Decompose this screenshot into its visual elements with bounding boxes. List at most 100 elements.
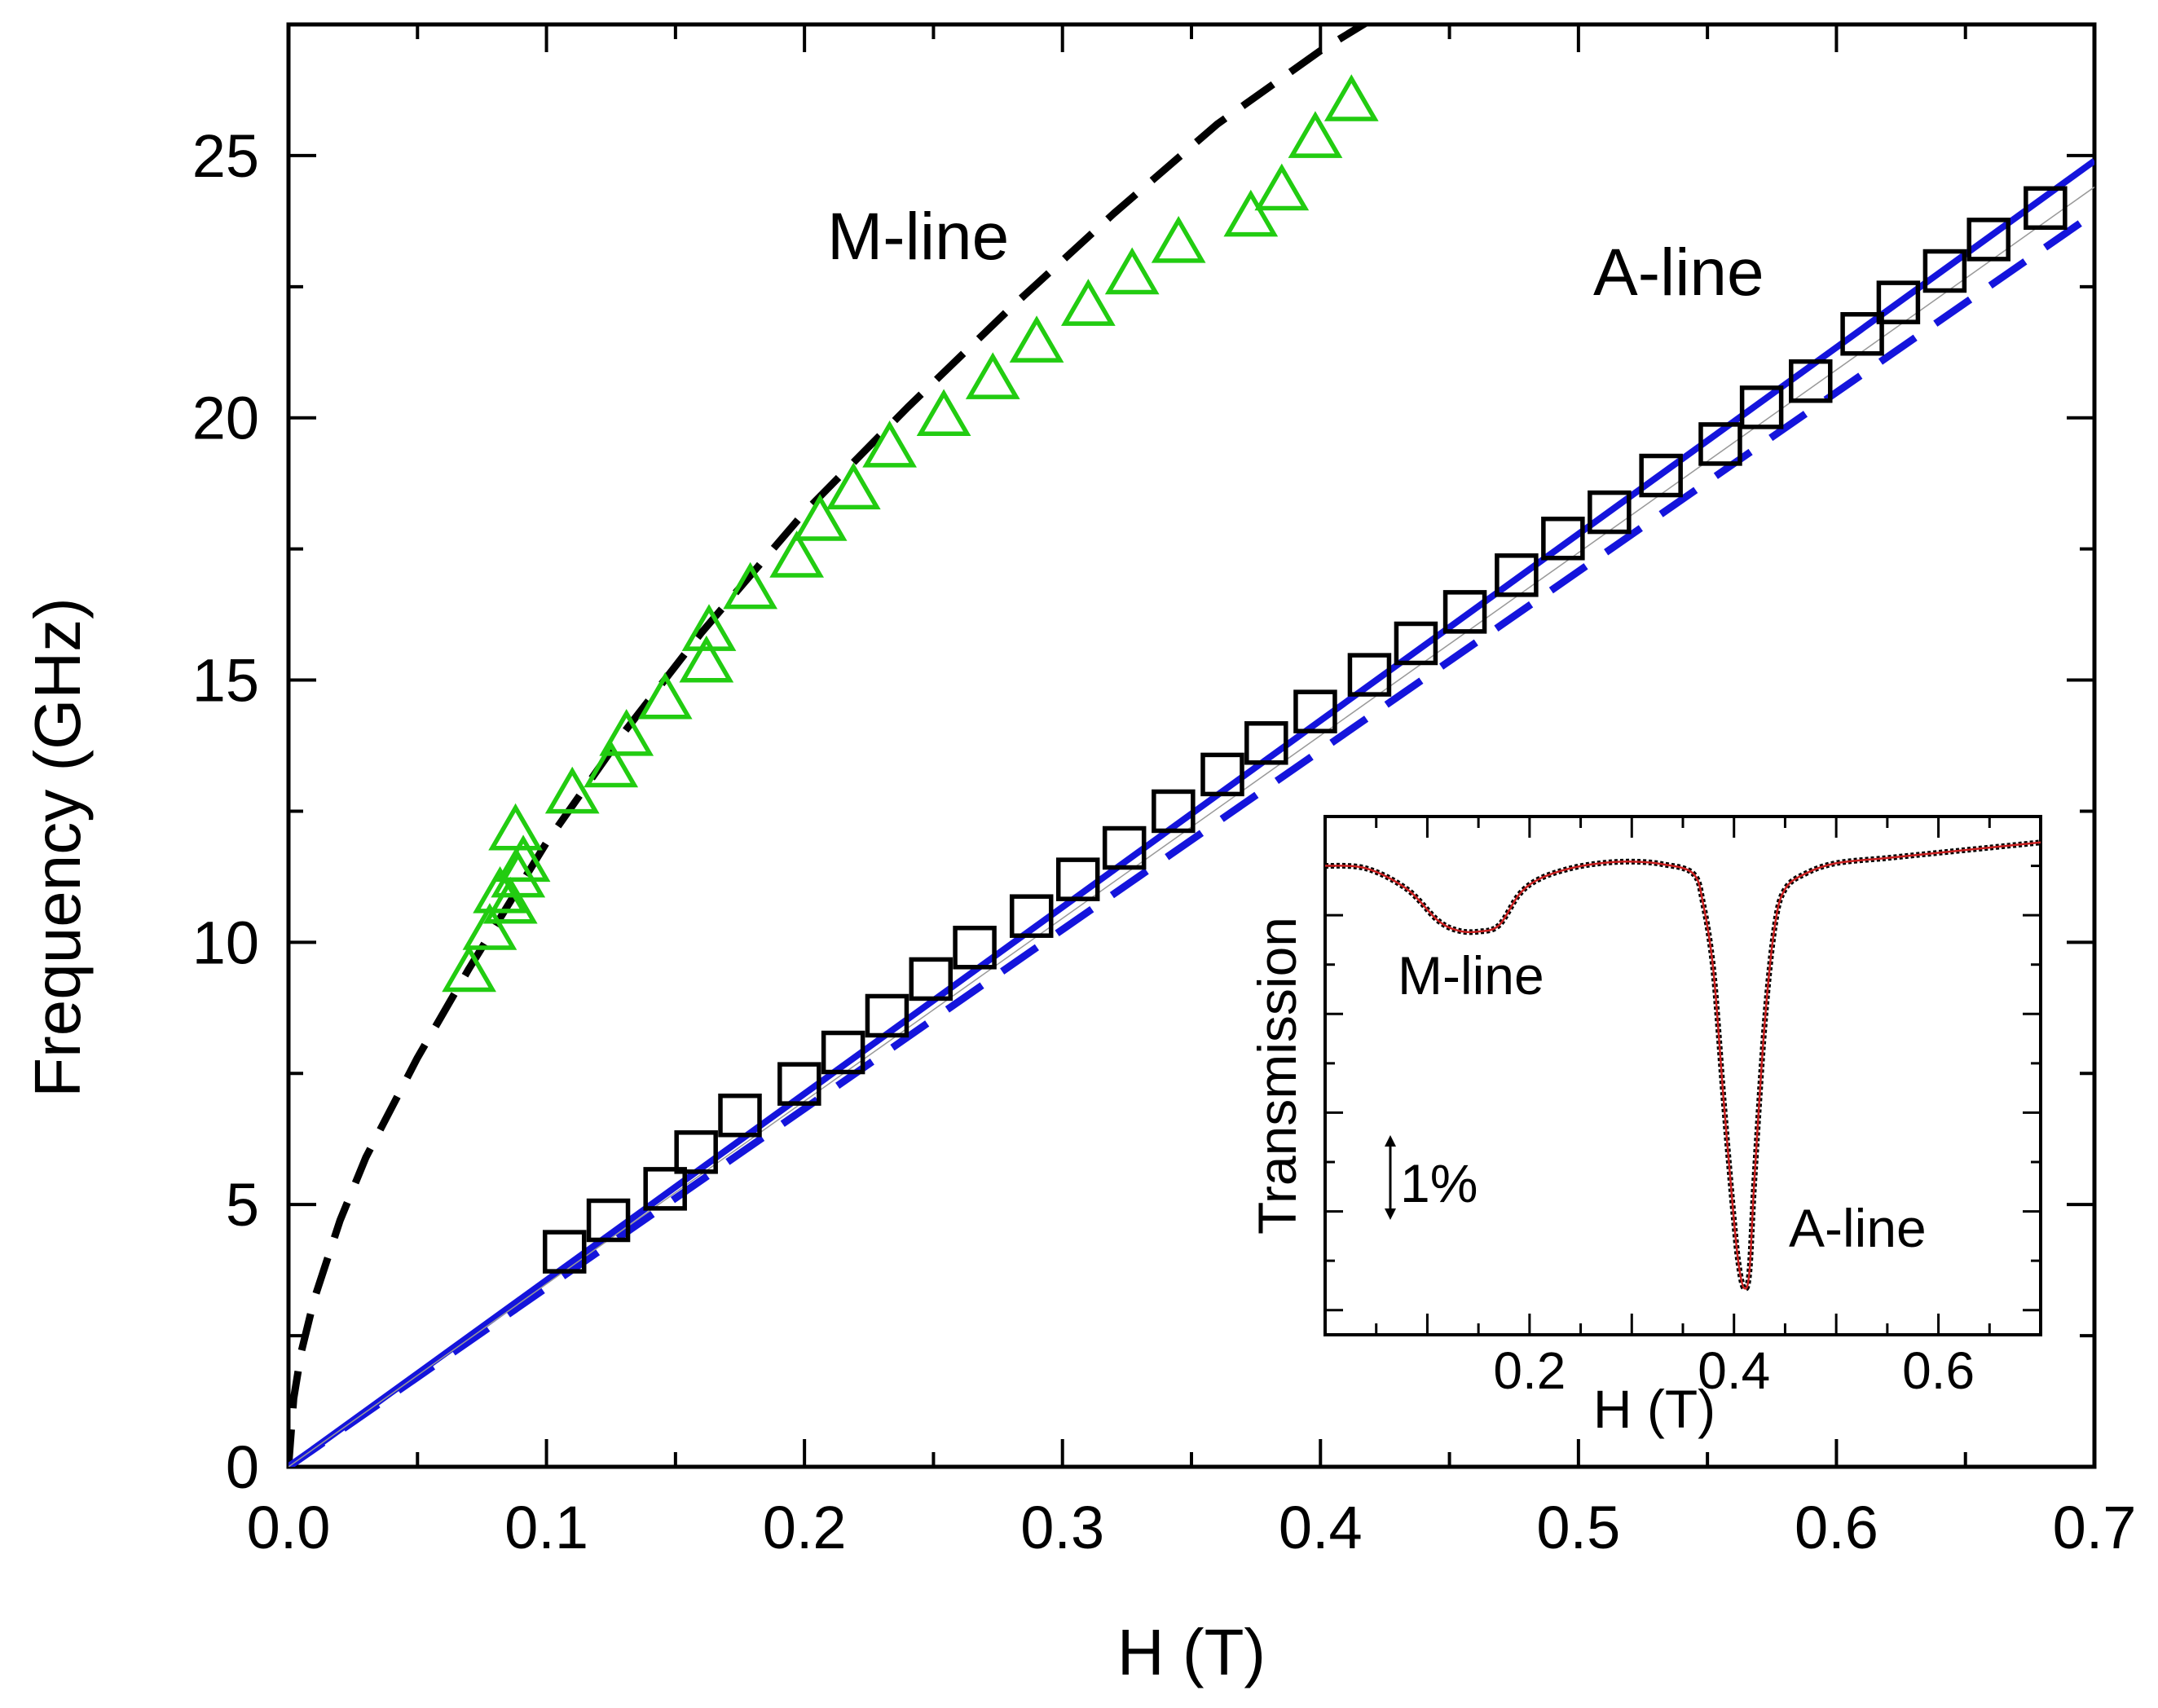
- main-plot: 0.0 0.1 0.2 0.3 0.4 0.5 0.6 0.7 0 5 10 15 20 25 H (T)…: [21, 22, 2137, 1688]
- x-axis-title: H (T): [1117, 1616, 1266, 1688]
- inset-lines: [1325, 839, 2041, 1292]
- a-line-point: [1588, 490, 1632, 535]
- y-tick-label: 10: [192, 909, 259, 976]
- y-tick-label: 25: [192, 122, 259, 190]
- a-line-point: [643, 1167, 687, 1211]
- a-line-point: [821, 1030, 865, 1075]
- m-line-point: [965, 352, 1020, 399]
- a-line-point: [953, 926, 997, 970]
- m-line-point: [1104, 247, 1160, 295]
- m-line-point: [491, 850, 546, 898]
- a-line-point: [777, 1062, 821, 1106]
- inset-tick-labels: 0.2 0.4 0.6: [1493, 1341, 1975, 1400]
- a-line-point: [542, 1230, 587, 1274]
- a-line-point: [1789, 359, 1833, 403]
- a-line-point: [2024, 186, 2068, 231]
- a-line-point: [1966, 218, 2010, 262]
- main-ticks: [287, 23, 2096, 1468]
- m-line-point: [1288, 111, 1343, 158]
- x-tick-label: 0.4: [1279, 1494, 1363, 1561]
- a-line-point: [1244, 721, 1288, 765]
- x-tick-label: 0.1: [504, 1494, 588, 1561]
- a-line-point: [1840, 311, 1884, 356]
- a-line-point: [1293, 689, 1337, 733]
- scale-bar-arrow: [1385, 1135, 1396, 1220]
- a-line-fit-alt-: [288, 210, 2094, 1467]
- y-tick-label: 20: [192, 385, 259, 452]
- inset-fit-curve: [1325, 841, 2041, 1290]
- m-line-point: [473, 866, 527, 913]
- m-line-point: [495, 834, 551, 883]
- m-line-label: M-line: [827, 200, 1009, 274]
- inset-plot: 0.2 0.4 0.6 H (T) Transmission M-line A-li…: [1247, 815, 2042, 1439]
- inset-x-tick-label: 0.2: [1493, 1341, 1566, 1400]
- m-line-point: [544, 766, 600, 814]
- a-line-point: [1394, 621, 1438, 666]
- a-line-point: [1739, 385, 1784, 429]
- m-line-point: [1223, 189, 1279, 237]
- a-line-point: [1922, 249, 1967, 293]
- a-line-point: [1009, 894, 1054, 938]
- a-line-point: [1347, 653, 1392, 697]
- a-line-point: [1102, 825, 1147, 870]
- a-line-point: [586, 1198, 631, 1243]
- m-line-point: [1323, 74, 1379, 121]
- m-line-point: [723, 561, 778, 610]
- a-line-point: [865, 993, 909, 1038]
- m-line-point: [1151, 215, 1206, 263]
- y-tick-label: 0: [226, 1433, 259, 1501]
- m-line-point: [681, 604, 737, 651]
- x-tick-label: 0.0: [247, 1494, 331, 1561]
- m-line-point: [1009, 315, 1064, 363]
- m-line-point: [916, 389, 971, 436]
- inset-y-axis-title: Transmission: [1247, 917, 1307, 1235]
- y-tick-label: 5: [226, 1171, 259, 1239]
- m-line-point: [462, 903, 517, 950]
- inset-x-tick-label: 0.4: [1698, 1341, 1770, 1400]
- a-line-point: [1876, 280, 1921, 324]
- m-line-point: [1061, 279, 1116, 326]
- a-line-point: [1200, 752, 1244, 797]
- m-line-point: [1254, 163, 1310, 211]
- x-tick-label: 0.6: [1795, 1494, 1878, 1561]
- a-line-point: [1639, 453, 1683, 498]
- main-markers: [442, 74, 2068, 1274]
- m-line-point: [769, 530, 825, 578]
- m-line-point: [826, 462, 881, 510]
- m-line-point: [792, 494, 848, 541]
- scale-bar-arrow-up: [1385, 1135, 1396, 1147]
- inset-ticks: [1325, 817, 2041, 1335]
- m-line-point: [637, 671, 693, 720]
- m-line-point: [482, 876, 538, 924]
- m-line-point: [488, 803, 543, 851]
- y-axis-title: Frequency (GHz): [21, 597, 94, 1097]
- m-line-point: [584, 740, 639, 788]
- a-line-point: [1495, 553, 1539, 597]
- scale-bar-arrow-down: [1385, 1208, 1396, 1220]
- a-line-point: [1055, 857, 1100, 901]
- a-line-point: [1152, 789, 1196, 834]
- x-tick-label: 0.7: [2053, 1494, 2137, 1561]
- inset-x-tick-label: 0.6: [1902, 1341, 1975, 1400]
- y-tick-label: 15: [192, 647, 259, 715]
- m-line-point: [862, 420, 917, 468]
- inset-a-line-label: A-line: [1789, 1198, 1927, 1258]
- inset-m-line-label: M-line: [1398, 945, 1544, 1006]
- x-tick-label: 0.5: [1536, 1494, 1620, 1561]
- a-line-point: [1541, 517, 1585, 561]
- a-line-label: A-line: [1593, 236, 1764, 310]
- x-tick-label: 0.2: [763, 1494, 847, 1561]
- a-line-point: [909, 957, 953, 1001]
- m-line-point: [442, 944, 496, 993]
- x-tick-label: 0.3: [1020, 1494, 1104, 1561]
- inset-x-axis-title: H (T): [1593, 1379, 1715, 1439]
- a-line-point: [1442, 590, 1487, 634]
- a-line-point: [718, 1094, 762, 1138]
- m-line-fit: [288, 24, 1371, 1467]
- m-line-point: [599, 708, 654, 756]
- scale-bar-label: 1%: [1400, 1153, 1478, 1213]
- main-tick-labels: 0.0 0.1 0.2 0.3 0.4 0.5 0.6 0.7 0 5 10 15 20 25: [192, 122, 2137, 1561]
- m-line-point: [679, 635, 734, 683]
- a-line-point: [1698, 422, 1742, 466]
